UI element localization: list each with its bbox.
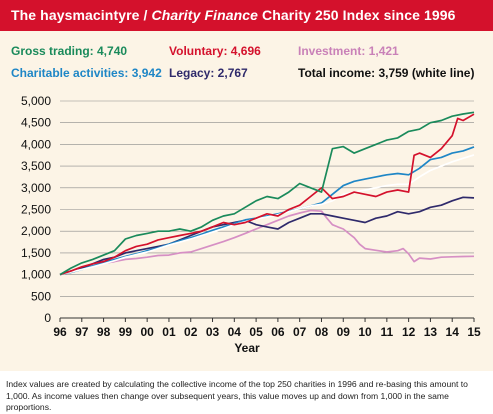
legend-legacy: Legacy: 2,767 <box>169 66 248 80</box>
x-tick-label: 07 <box>293 325 307 339</box>
x-tick-label: 98 <box>97 325 111 339</box>
legend-investment: Investment: 1,421 <box>298 44 399 58</box>
x-tick-label: 02 <box>184 325 198 339</box>
y-axis: 0 500 1,000 1,500 2,000 2,500 3,000 3,500 4,000 4… <box>21 94 51 325</box>
y-tick-label: 1,000 <box>21 268 51 282</box>
title-bar: The haysmacintyre / Charity Finance Char… <box>0 0 493 31</box>
legend-charitable-activities: Charitable activities: 3,942 <box>11 66 162 80</box>
x-tick-label: 06 <box>271 325 285 339</box>
y-tick-label: 5,000 <box>21 94 51 108</box>
series-line-legacy <box>59 196 475 276</box>
x-tick-label: 12 <box>402 325 416 339</box>
title-part-1: The haysmacintyre / <box>11 7 152 23</box>
x-axis: 96 97 98 99 00 01 02 03 04 05 06 07 08 09 10 11 12 13 14 15 <box>53 317 481 339</box>
x-tick-label: 15 <box>467 325 481 339</box>
series-line-total-income <box>59 154 475 276</box>
x-tick-label: 99 <box>119 325 133 339</box>
y-tick-label: 3,500 <box>21 159 51 173</box>
title-part-2-italic: Charity Finance <box>151 7 259 23</box>
footnote: Index values are created by calculating … <box>6 379 468 412</box>
x-axis-label: Year <box>234 341 260 355</box>
y-tick-label: 2,000 <box>21 224 51 238</box>
x-tick-label: 14 <box>446 325 460 339</box>
legend-gross-trading: Gross trading: 4,740 <box>11 44 128 58</box>
series-lines <box>59 111 475 276</box>
y-tick-label: 4,500 <box>21 116 51 130</box>
y-tick-label: 1,500 <box>21 246 51 260</box>
x-tick-label: 10 <box>358 325 372 339</box>
series-line-gross-trading <box>59 111 475 276</box>
x-tick-label: 09 <box>337 325 351 339</box>
legend-voluntary: Voluntary: 4,696 <box>169 44 261 58</box>
legend-total-income: Total income: 3,759 (white line) <box>298 66 475 80</box>
chart-title: The haysmacintyre / Charity Finance Char… <box>11 7 456 23</box>
line-chart: 05001,0001,5002,0002,5003,0003,5004,0004… <box>21 94 481 355</box>
x-tick-label: 05 <box>249 325 263 339</box>
x-tick-label: 04 <box>228 325 242 339</box>
series-line-voluntary <box>59 113 475 276</box>
series-line-investment <box>59 209 475 276</box>
x-tick-label: 96 <box>53 325 67 339</box>
y-tick-label: 500 <box>31 289 51 303</box>
x-tick-label: 00 <box>140 325 154 339</box>
x-tick-label: 11 <box>380 325 393 339</box>
title-part-3: Charity 250 Index since 1996 <box>258 7 456 23</box>
x-tick-label: 03 <box>206 325 220 339</box>
y-tick-label: 4,000 <box>21 137 51 151</box>
x-tick-label: 01 <box>162 325 176 339</box>
gridlines <box>60 100 474 319</box>
x-tick-label: 08 <box>315 325 329 339</box>
y-tick-label: 3,000 <box>21 181 51 195</box>
chart-panel: Gross trading: 4,740 Voluntary: 4,696 In… <box>0 31 493 371</box>
x-tick-label: 97 <box>75 325 89 339</box>
y-tick-label: 0 <box>44 311 51 325</box>
y-tick-label: 2,500 <box>21 203 51 217</box>
x-tick-label: 13 <box>424 325 438 339</box>
